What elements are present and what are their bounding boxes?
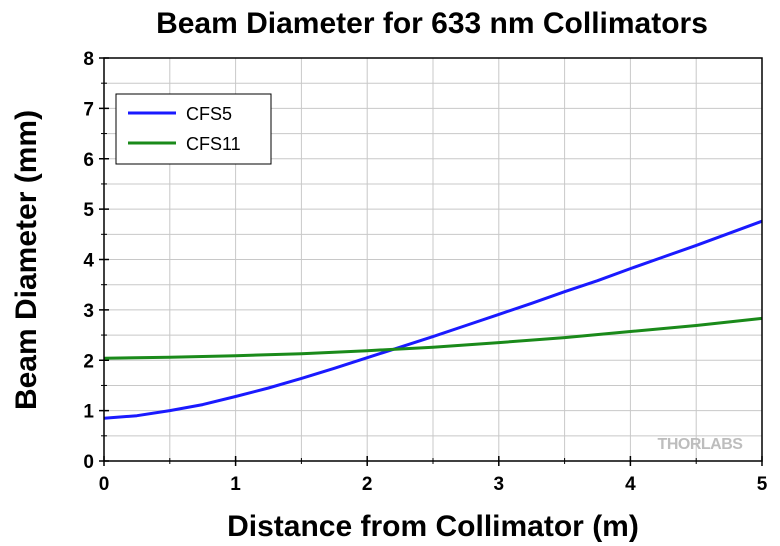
- y-axis: 0 1 2 3 4 5 6 7 8: [83, 49, 109, 473]
- y-tick-label: 1: [83, 402, 94, 423]
- chart-title: Beam Diameter for 633 nm Collimators: [156, 7, 708, 40]
- y-tick-label: 3: [83, 301, 94, 322]
- legend-box: [115, 93, 272, 165]
- x-tick-label: 0: [99, 474, 110, 495]
- y-tick-label: 5: [83, 200, 94, 221]
- y-axis-label: Beam Diameter (mm): [10, 110, 43, 410]
- plot-frame: [103, 57, 763, 462]
- y-tick-label: 6: [83, 150, 94, 171]
- legend-label-cfs11: CFS11: [186, 134, 241, 154]
- x-tick-label: 1: [230, 474, 241, 495]
- x-tick-label: 3: [494, 474, 505, 495]
- x-axis: 0 1 2 3 4 5: [99, 456, 768, 495]
- legend-label-cfs5: CFS5: [186, 104, 232, 124]
- x-tick-label: 2: [362, 474, 373, 495]
- y-tick-label: 4: [83, 251, 94, 272]
- series-lines: [103, 219, 763, 420]
- y-tick-label: 2: [83, 351, 94, 372]
- y-tick-label: 8: [83, 49, 94, 70]
- y-tick-label: 7: [83, 99, 94, 120]
- x-axis-label: Distance from Collimator (m): [227, 510, 639, 543]
- x-tick-label: 4: [625, 474, 636, 495]
- series-line-cfs5: [103, 219, 763, 420]
- legend: CFS5 CFS11: [115, 93, 272, 165]
- series-line-cfs11: [103, 316, 763, 360]
- x-tick-label: 5: [757, 474, 768, 495]
- y-tick-label: 0: [83, 452, 94, 473]
- watermark: THORLABS: [658, 436, 744, 453]
